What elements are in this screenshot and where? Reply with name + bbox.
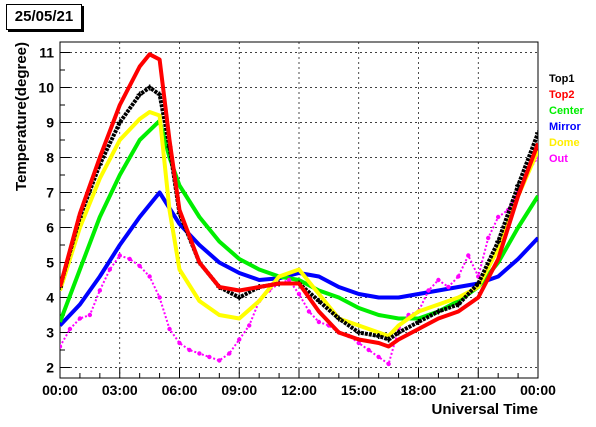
y-axis-title: Temperature(degree)	[13, 42, 30, 191]
x-tick-label: 06:00	[162, 382, 198, 398]
y-tick-label: 5	[46, 255, 54, 271]
data-point-out	[456, 274, 461, 279]
data-point-out	[286, 277, 292, 283]
legend: Top1 Top2 Center Mirror Dome Out	[549, 73, 585, 165]
data-point-out	[217, 358, 222, 363]
data-point-out	[486, 235, 491, 241]
data-point-out	[117, 253, 122, 258]
data-point-out	[77, 316, 83, 321]
data-point-out	[466, 253, 471, 258]
data-point-out	[247, 323, 252, 328]
data-point-out	[366, 347, 371, 353]
data-point-top1	[535, 130, 538, 136]
x-tick-label: 03:00	[102, 382, 138, 398]
legend-item-top1: Top1	[549, 73, 574, 85]
data-point-top1	[375, 333, 382, 339]
data-point-out	[147, 274, 152, 279]
data-point-out	[436, 277, 441, 283]
data-point-top1	[116, 119, 123, 126]
y-tick-label: 7	[46, 185, 54, 201]
series-top2	[60, 52, 538, 349]
series-mirror	[60, 190, 538, 327]
legend-item-center: Center	[549, 105, 585, 117]
x-tick-label: 12:00	[281, 382, 317, 398]
data-point-top1	[156, 91, 163, 98]
data-point-out	[306, 309, 312, 314]
data-point-out	[157, 295, 162, 300]
y-tick-label: 8	[46, 150, 54, 166]
y-tick-label: 2	[46, 360, 54, 376]
y-tick-label: 3	[46, 325, 54, 341]
data-point-top1	[475, 280, 482, 287]
y-tick-label: 6	[46, 220, 54, 236]
data-point-out	[386, 361, 391, 367]
data-point-out	[376, 354, 381, 360]
x-tick-label: 09:00	[221, 382, 257, 398]
data-point-out	[137, 263, 142, 269]
data-point-top1	[136, 91, 143, 98]
legend-item-dome: Dome	[549, 137, 580, 149]
data-point-out	[167, 326, 172, 332]
data-point-out	[316, 319, 322, 325]
y-tick-label: 4	[46, 290, 54, 306]
date-label: 25/05/21	[6, 4, 82, 30]
data-point-out	[60, 344, 63, 349]
data-point-top1	[415, 319, 422, 325]
data-point-out	[207, 354, 212, 360]
data-point-out	[495, 214, 501, 220]
y-tick-label: 10	[38, 80, 54, 96]
data-point-top1	[385, 336, 392, 343]
data-point-out	[237, 337, 242, 342]
data-point-out	[426, 288, 431, 293]
data-point-out	[446, 284, 451, 290]
data-point-top1	[146, 84, 153, 91]
data-point-out	[197, 351, 202, 356]
data-point-out	[107, 267, 112, 272]
data-point-out	[97, 288, 103, 293]
legend-item-mirror: Mirror	[549, 121, 582, 133]
data-point-out	[187, 347, 192, 353]
legend-item-out: Out	[549, 153, 568, 165]
data-point-out	[296, 291, 302, 297]
y-tick-label: 11	[39, 45, 54, 61]
data-point-out	[227, 351, 232, 356]
grid-lines	[60, 42, 538, 378]
legend-item-top2: Top2	[549, 89, 574, 101]
series-line-mirror	[60, 190, 538, 327]
y-tick-label: 9	[46, 115, 54, 131]
data-point-top1	[335, 315, 342, 322]
x-tick-label: 18:00	[401, 382, 437, 398]
data-point-out	[177, 340, 182, 346]
data-point-top1	[236, 294, 243, 301]
x-tick-label: 00:00	[42, 382, 78, 398]
data-point-out	[87, 312, 93, 318]
data-point-top1	[435, 308, 442, 315]
x-tick-label: 15:00	[341, 382, 377, 398]
data-point-top1	[315, 298, 322, 304]
series-line-top2	[60, 52, 538, 349]
x-tick-label: 21:00	[460, 382, 496, 398]
data-point-top1	[355, 329, 362, 336]
series-dome	[60, 110, 538, 338]
data-point-out	[356, 340, 361, 346]
x-tick-label: 00:00	[520, 382, 556, 398]
data-point-top1	[455, 301, 462, 308]
series-line-dome	[60, 110, 538, 338]
data-point-out	[67, 326, 73, 332]
data-point-out	[127, 256, 132, 262]
data-point-top1	[495, 238, 502, 245]
data-point-top1	[395, 329, 402, 336]
x-axis-title: Universal Time	[432, 401, 538, 418]
